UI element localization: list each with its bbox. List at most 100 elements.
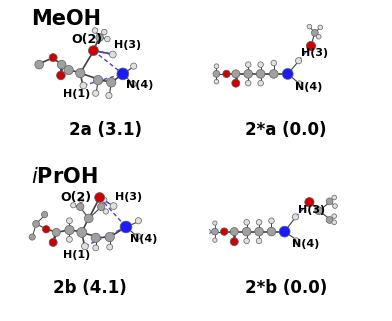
Circle shape — [117, 68, 129, 80]
Circle shape — [33, 221, 40, 227]
Text: H(3): H(3) — [114, 40, 141, 50]
Circle shape — [134, 233, 141, 239]
Circle shape — [67, 218, 73, 224]
Circle shape — [102, 29, 107, 35]
Circle shape — [230, 238, 238, 246]
Circle shape — [242, 227, 251, 236]
Circle shape — [135, 218, 142, 224]
Circle shape — [269, 70, 278, 78]
Circle shape — [307, 24, 312, 29]
Circle shape — [282, 68, 293, 79]
Text: N(4): N(4) — [295, 82, 322, 91]
Circle shape — [103, 209, 109, 214]
Circle shape — [82, 243, 88, 250]
Circle shape — [107, 78, 116, 87]
Text: O(2): O(2) — [72, 33, 103, 46]
Circle shape — [269, 218, 274, 223]
Text: $i$PrOH: $i$PrOH — [31, 167, 98, 187]
Circle shape — [92, 28, 98, 33]
Circle shape — [71, 203, 76, 208]
Circle shape — [213, 238, 217, 242]
Circle shape — [78, 197, 83, 203]
Circle shape — [245, 62, 251, 67]
Circle shape — [89, 46, 98, 56]
Circle shape — [315, 207, 323, 214]
Circle shape — [244, 238, 249, 244]
Circle shape — [293, 238, 299, 244]
Text: H(1): H(1) — [63, 250, 90, 260]
Text: H(3): H(3) — [115, 192, 142, 202]
Circle shape — [220, 228, 228, 235]
Circle shape — [93, 245, 99, 251]
Circle shape — [57, 60, 66, 69]
Circle shape — [230, 228, 238, 236]
Text: H(3): H(3) — [298, 204, 325, 214]
Circle shape — [245, 80, 251, 86]
Circle shape — [212, 228, 218, 235]
Circle shape — [271, 60, 277, 66]
Circle shape — [306, 41, 316, 51]
Circle shape — [42, 212, 48, 218]
Circle shape — [214, 64, 219, 68]
Circle shape — [232, 79, 240, 87]
Circle shape — [332, 220, 337, 225]
Circle shape — [49, 54, 57, 62]
Circle shape — [258, 62, 263, 67]
Circle shape — [95, 193, 105, 203]
Circle shape — [107, 244, 113, 250]
Text: N(4): N(4) — [292, 239, 319, 249]
Circle shape — [80, 82, 87, 89]
Circle shape — [256, 220, 262, 225]
Circle shape — [244, 70, 252, 78]
Circle shape — [207, 230, 211, 234]
Circle shape — [223, 70, 230, 78]
Text: N(4): N(4) — [126, 80, 153, 90]
Circle shape — [267, 227, 276, 236]
Circle shape — [102, 197, 107, 203]
Circle shape — [98, 203, 105, 211]
Circle shape — [65, 225, 74, 235]
Circle shape — [76, 203, 84, 211]
Circle shape — [318, 25, 323, 30]
Circle shape — [332, 195, 337, 200]
Circle shape — [316, 34, 321, 39]
Circle shape — [326, 217, 333, 223]
Circle shape — [258, 80, 263, 86]
Circle shape — [332, 214, 337, 219]
Circle shape — [29, 234, 35, 240]
Circle shape — [35, 60, 44, 69]
Circle shape — [106, 92, 112, 99]
Circle shape — [213, 221, 217, 225]
Circle shape — [96, 34, 103, 41]
Circle shape — [49, 239, 57, 247]
Circle shape — [105, 232, 114, 242]
Circle shape — [311, 30, 318, 36]
Text: 2*b (0.0): 2*b (0.0) — [245, 279, 327, 297]
Text: H(3): H(3) — [301, 48, 328, 58]
Circle shape — [326, 198, 333, 205]
Circle shape — [255, 227, 263, 236]
Circle shape — [256, 238, 262, 244]
Circle shape — [296, 58, 302, 64]
Circle shape — [232, 70, 240, 78]
Text: N(4): N(4) — [130, 234, 157, 244]
Circle shape — [120, 221, 132, 233]
Circle shape — [52, 228, 60, 237]
Circle shape — [214, 79, 219, 84]
Circle shape — [279, 226, 290, 237]
Circle shape — [333, 204, 337, 208]
Circle shape — [93, 75, 103, 85]
Circle shape — [110, 203, 117, 210]
Text: MeOH: MeOH — [31, 9, 102, 29]
Circle shape — [292, 214, 299, 220]
Circle shape — [130, 81, 136, 87]
Circle shape — [77, 228, 87, 237]
Circle shape — [64, 65, 73, 75]
Circle shape — [109, 51, 116, 58]
Circle shape — [42, 226, 50, 233]
Circle shape — [305, 197, 314, 207]
Text: 2*a (0.0): 2*a (0.0) — [245, 121, 327, 139]
Circle shape — [93, 90, 99, 96]
Text: 2b (4.1): 2b (4.1) — [53, 279, 127, 297]
Circle shape — [56, 71, 65, 80]
